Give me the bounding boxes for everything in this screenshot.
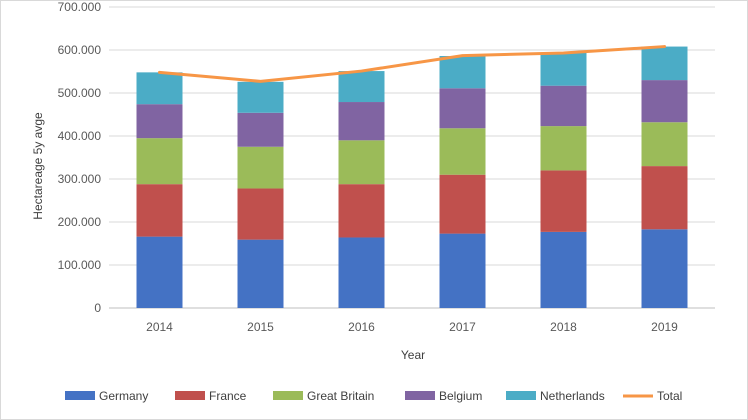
- legend-swatch: [65, 391, 95, 400]
- y-tick-label: 400.000: [58, 129, 102, 143]
- legend: Germany France Great Britain Belgium Netherl…: [65, 389, 682, 403]
- x-tick-label: 2019: [651, 320, 678, 334]
- bar-segment: [237, 112, 284, 147]
- bar-segment: [237, 81, 284, 113]
- x-tick-label: 2015: [247, 320, 274, 334]
- bar-segment: [439, 174, 486, 234]
- legend-label: Germany: [99, 389, 148, 403]
- bar-segment: [136, 236, 183, 308]
- bar-segment: [136, 104, 183, 139]
- bar-segment: [641, 46, 688, 81]
- legend-label: Total: [657, 389, 682, 403]
- gridlines: [109, 6, 715, 309]
- legend-label: Belgium: [439, 389, 482, 403]
- axes: Year Hectareage 5y avge 0 100.000 200.000 3…: [31, 1, 678, 362]
- x-tick-label: 2016: [348, 320, 375, 334]
- legend-label: Great Britain: [307, 389, 374, 403]
- y-tick-label: 600.000: [58, 43, 102, 57]
- x-tick-label: 2017: [449, 320, 476, 334]
- y-axis-title: Hectareage 5y avge: [31, 112, 45, 220]
- y-tick-label: 500.000: [58, 86, 102, 100]
- bar-segment: [338, 102, 385, 141]
- legend-swatch: [405, 391, 435, 400]
- y-tick-label: 0: [94, 301, 101, 315]
- bar-segment: [540, 231, 587, 308]
- y-tick-label: 300.000: [58, 172, 102, 186]
- bar-segment: [338, 71, 385, 103]
- total-line-layer: [158, 45, 666, 83]
- y-tick-label: 100.000: [58, 258, 102, 272]
- bar-segment: [136, 138, 183, 185]
- bar-segment: [439, 88, 486, 129]
- y-tick-label: 700.000: [58, 1, 102, 14]
- bar-segment: [540, 126, 587, 171]
- legend-swatch: [506, 391, 536, 400]
- y-tick-label: 200.000: [58, 215, 102, 229]
- bar-segment: [540, 170, 587, 232]
- bar-segment: [136, 184, 183, 237]
- legend-swatch: [273, 391, 303, 400]
- legend-label: France: [209, 389, 247, 403]
- bar-segment: [641, 80, 688, 123]
- bars: [136, 46, 688, 308]
- bar-segment: [439, 233, 486, 308]
- bar-segment: [641, 229, 688, 308]
- legend-label: Netherlands: [540, 389, 605, 403]
- bar-segment: [237, 239, 284, 308]
- legend-swatch: [175, 391, 205, 400]
- bar-segment: [540, 85, 587, 127]
- bar-segment: [641, 166, 688, 230]
- bar-segment: [641, 122, 688, 167]
- x-tick-label: 2018: [550, 320, 577, 334]
- bar-segment: [338, 140, 385, 185]
- x-axis-title: Year: [401, 348, 425, 362]
- bar-segment: [237, 146, 284, 189]
- bar-segment: [439, 128, 486, 175]
- bar-segment: [237, 188, 284, 240]
- x-tick-label: 2014: [146, 320, 173, 334]
- bar-segment: [540, 53, 587, 86]
- bar-segment: [338, 184, 385, 238]
- bar-segment: [439, 56, 486, 89]
- total-line: [158, 45, 666, 83]
- bar-segment: [136, 72, 183, 105]
- bar-segment: [338, 237, 385, 308]
